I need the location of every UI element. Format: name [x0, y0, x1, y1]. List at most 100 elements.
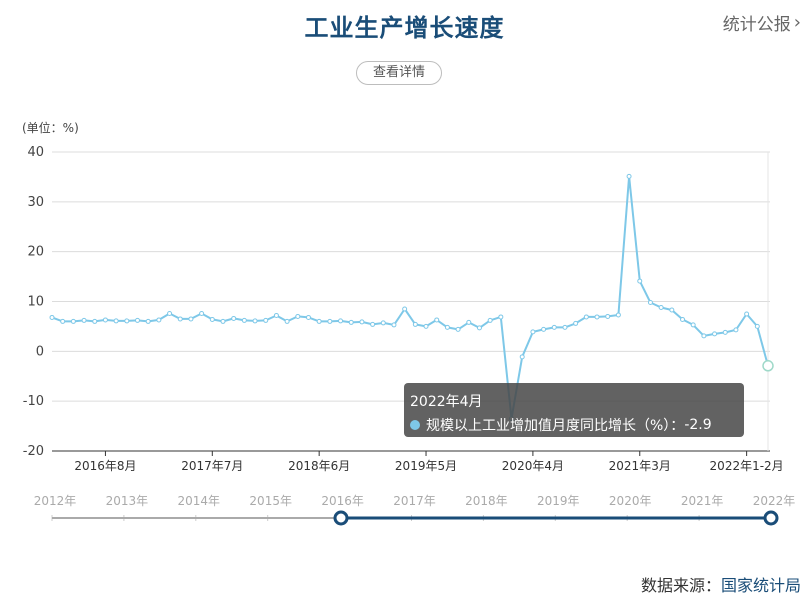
x-tick-label: 2018年6月	[288, 459, 350, 473]
data-point	[241, 317, 247, 323]
source-label: 数据来源：	[640, 576, 721, 595]
chart-tooltip: 2022年4月 规模以上工业增加值月度同比增长（%）： -2.9	[404, 383, 744, 437]
data-point	[370, 321, 376, 327]
y-tick-label: 0	[36, 344, 44, 359]
data-point	[70, 318, 76, 324]
data-point	[519, 354, 525, 360]
y-tick-label: 10	[27, 295, 44, 310]
data-point	[541, 326, 547, 332]
data-point	[722, 329, 728, 335]
data-point	[615, 312, 621, 318]
slider-year-label: 2012年	[34, 494, 77, 508]
data-point	[444, 324, 450, 330]
data-point	[338, 318, 344, 324]
data-point	[60, 318, 66, 324]
data-point	[49, 314, 55, 320]
data-point	[605, 313, 611, 319]
data-point	[498, 314, 504, 320]
y-tick-label: -20	[23, 444, 44, 459]
data-point	[359, 319, 365, 325]
data-point	[348, 319, 354, 325]
y-unit-label: (单位：%)	[22, 120, 79, 135]
data-point	[573, 320, 579, 326]
slider-year-label: 2014年	[178, 494, 221, 508]
data-point	[209, 316, 215, 322]
slider-year-label: 2018年	[465, 494, 508, 508]
data-point	[476, 325, 482, 331]
data-point	[92, 318, 98, 324]
data-point	[744, 311, 750, 317]
data-point	[231, 315, 237, 321]
data-point	[167, 310, 173, 316]
data-point	[680, 316, 686, 322]
slider-year-label: 2020年	[609, 494, 652, 508]
data-point	[124, 318, 130, 324]
data-point	[177, 316, 183, 322]
data-point	[188, 316, 194, 322]
x-tick-label: 2017年7月	[181, 459, 243, 473]
data-point	[423, 323, 429, 329]
data-point	[81, 317, 87, 323]
view-details-button[interactable]: 查看详情	[356, 61, 442, 85]
data-point	[690, 322, 696, 328]
data-point	[762, 360, 774, 372]
data-point	[754, 323, 760, 329]
data-point	[380, 320, 386, 326]
tooltip-value: -2.9	[684, 417, 712, 433]
data-point	[434, 317, 440, 323]
data-point	[145, 318, 151, 324]
tooltip-date: 2022年4月	[410, 394, 483, 410]
tooltip-series-label: 规模以上工业增加值月度同比增长（%）：	[426, 418, 685, 434]
data-point	[669, 307, 675, 313]
data-point	[466, 319, 472, 325]
data-point	[295, 313, 301, 319]
data-point	[327, 318, 333, 324]
slider-year-label: 2022年	[753, 494, 796, 508]
y-tick-label: 40	[27, 145, 44, 160]
tooltip-series-dot	[410, 420, 420, 430]
page-title: 工业生产增长速度	[304, 14, 505, 42]
data-point	[583, 314, 589, 320]
data-point	[316, 318, 322, 324]
data-point	[530, 329, 536, 335]
data-point	[156, 317, 162, 323]
statistical-bulletin-label: 统计公报	[722, 15, 791, 35]
source-org-link[interactable]: 国家统计局	[720, 576, 801, 595]
slider-year-label: 2017年	[393, 494, 436, 508]
data-point	[252, 318, 258, 324]
x-tick-label: 2021年3月	[609, 459, 671, 473]
data-point	[402, 306, 408, 312]
data-point	[199, 310, 205, 316]
slider-year-label: 2021年	[681, 494, 724, 508]
x-tick-label: 2016年8月	[74, 459, 136, 473]
x-tick-label: 2020年4月	[502, 459, 564, 473]
data-point	[562, 324, 568, 330]
statistical-bulletin-link[interactable]: 统计公报 ›	[723, 10, 801, 35]
data-point	[134, 317, 140, 323]
x-tick-label: 2019年5月	[395, 459, 457, 473]
x-tick-label: 2022年1-2月	[710, 459, 784, 473]
data-point	[637, 278, 643, 284]
data-point	[487, 317, 493, 323]
data-point	[102, 317, 108, 323]
data-point	[733, 327, 739, 333]
slider-year-label: 2013年	[106, 494, 149, 508]
data-source: 数据来源：国家统计局	[641, 572, 801, 596]
y-tick-label: 30	[27, 195, 44, 210]
chevron-right-icon: ›	[793, 12, 801, 33]
y-tick-label: -10	[23, 394, 44, 409]
data-point	[647, 299, 653, 305]
data-point	[658, 304, 664, 310]
data-point	[263, 317, 269, 323]
data-point	[626, 173, 632, 179]
slider-year-label: 2015年	[249, 494, 292, 508]
data-point	[594, 314, 600, 320]
data-point	[305, 314, 311, 320]
data-point	[551, 324, 557, 330]
data-point	[273, 312, 279, 318]
slider-end-handle[interactable]	[763, 510, 779, 526]
slider-start-handle[interactable]	[333, 510, 349, 526]
data-point	[113, 318, 119, 324]
data-point	[220, 318, 226, 324]
